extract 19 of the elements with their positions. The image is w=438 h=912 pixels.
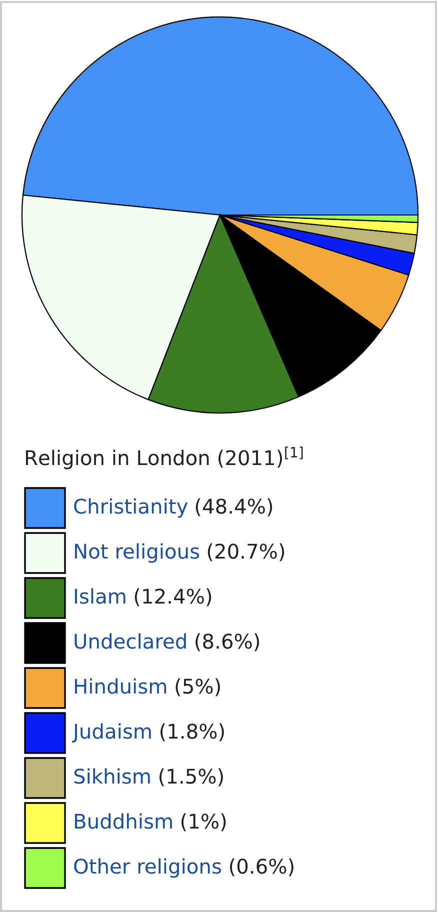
legend-label: Not religious [74,543,200,563]
text: Religion in London (2011)$^{[1]}$ [26,446,303,470]
data-label: (1.8%) [160,723,224,742]
legend-label: Judaism [72,723,151,743]
data-label: (20.7%) [208,543,284,562]
data-label: (1%) [181,813,226,832]
legend-label: Undeclared [74,633,186,649]
data-label: (1.5%) [159,768,223,786]
data-label: (5%) [176,678,220,696]
data-label: (0.6%) [230,858,294,876]
legend-label: Christianity [74,498,188,518]
legend-label: Buddhism [74,813,172,829]
legend-label: Other religions [74,858,221,878]
legend-label: Islam [74,588,126,604]
data-label: (12.4%) [134,588,212,606]
data-label: (8.6%) [196,633,260,652]
data-label: (48.4%) [196,498,272,516]
legend-label: Sikhism [74,768,150,784]
legend-label: Hinduism [74,678,166,694]
